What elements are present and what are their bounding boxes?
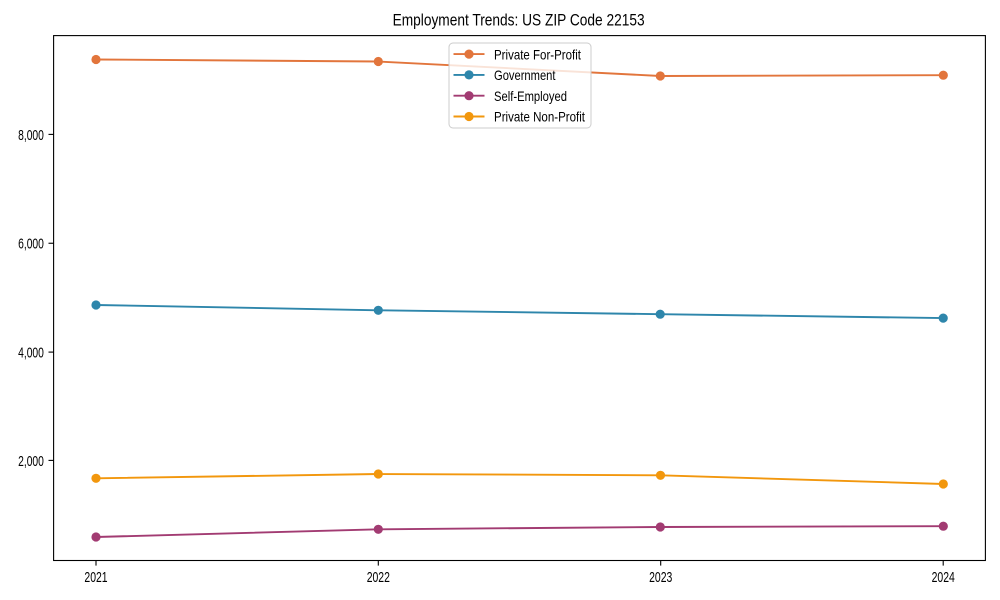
svg-text:2021: 2021 [84, 569, 107, 586]
svg-text:2024: 2024 [932, 569, 955, 586]
svg-text:4,000: 4,000 [18, 345, 44, 362]
svg-text:6,000: 6,000 [18, 236, 44, 253]
svg-text:Self-Employed: Self-Employed [494, 88, 567, 104]
svg-text:Employment Trends: US ZIP Code: Employment Trends: US ZIP Code 22153 [393, 11, 645, 30]
svg-text:2022: 2022 [367, 569, 390, 586]
svg-text:Government: Government [494, 67, 556, 83]
svg-text:2023: 2023 [649, 569, 672, 586]
svg-text:Private Non-Profit: Private Non-Profit [494, 109, 585, 125]
svg-text:Private For-Profit: Private For-Profit [494, 46, 581, 62]
svg-text:2,000: 2,000 [18, 453, 44, 470]
svg-text:8,000: 8,000 [18, 127, 44, 144]
